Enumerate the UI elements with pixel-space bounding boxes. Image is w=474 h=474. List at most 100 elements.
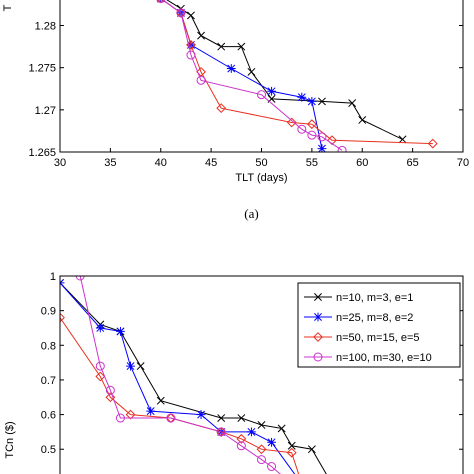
legend-label-s4: n=100, m=30, e=10: [336, 352, 432, 364]
legend-marker-s4: [313, 352, 323, 362]
point-s3-8: [427, 138, 438, 149]
xtick-label-4: 50: [255, 157, 267, 169]
legend-marker-s2: [313, 312, 323, 322]
point-s1-6: [247, 67, 256, 76]
point-s1-10: [307, 445, 316, 454]
ytick-label-4: 0.8: [41, 340, 56, 352]
point-s4-4: [166, 413, 176, 423]
point-s4-0: [75, 276, 85, 281]
point-s4-2: [186, 50, 196, 60]
ytick-label-3: 1.28: [35, 21, 56, 33]
ytick-label-1: 1.27: [35, 105, 56, 117]
point-s3-0: [60, 312, 65, 323]
point-s4-8: [267, 462, 277, 472]
point-s2-5: [196, 410, 206, 419]
xtick-label-2: 40: [155, 157, 167, 169]
legend-label-s1: n=10, m=3, e=1: [336, 292, 413, 304]
point-s3-7: [327, 135, 337, 146]
point-s4-6: [307, 130, 317, 140]
xtick-label-7: 65: [407, 157, 419, 169]
point-s3-4: [216, 103, 227, 114]
point-s4-3: [115, 413, 125, 423]
series-line-s4: [162, 0, 343, 151]
point-s1-5: [217, 414, 226, 423]
point-s4-2: [105, 385, 115, 395]
point-s1-11: [398, 135, 407, 144]
point-s3-1: [95, 371, 106, 382]
series-group: [156, 0, 438, 152]
y-axis-label: TCn ($): [4, 421, 16, 458]
point-s1-9: [348, 99, 357, 108]
point-s1-8: [317, 97, 326, 106]
point-s2-7: [317, 144, 327, 152]
point-s3-8: [286, 447, 297, 458]
point-s4-3: [196, 75, 206, 85]
ytick-label-2: 0.6: [41, 410, 56, 422]
point-s2-7: [247, 427, 256, 437]
point-s4-1: [95, 361, 105, 371]
point-s2-1: [95, 323, 105, 333]
panel-caption: (a): [244, 206, 258, 221]
point-s1-3: [197, 31, 206, 40]
point-s4-0: [156, 0, 166, 4]
legend-marker-s1: [314, 293, 322, 301]
xtick-label-8: 70: [457, 157, 469, 169]
point-s1-10: [358, 116, 367, 124]
point-s2-3: [226, 64, 236, 73]
point-s3-6: [236, 433, 247, 444]
series-line-s4: [79, 276, 281, 474]
y-axis-label: T: [2, 4, 14, 11]
ytick-label-6: 1: [50, 271, 56, 283]
point-s1-4: [217, 42, 226, 51]
point-s2-4: [267, 86, 276, 96]
point-s1-2: [187, 11, 195, 20]
point-s2-4: [146, 406, 156, 416]
xtick-label-1: 35: [104, 157, 116, 169]
legend-marker-s3: [313, 332, 323, 342]
xtick-label-3: 45: [205, 157, 217, 169]
plot-area: [60, 0, 463, 152]
point-s1-4: [156, 396, 165, 405]
point-s3-7: [256, 444, 267, 455]
xtick-label-5: 55: [306, 157, 318, 169]
legend: n=10, m=3, e=1 n=25, m=8, e=2 n=50, m=15, …: [297, 282, 461, 368]
point-s3-5: [286, 117, 297, 128]
ytick-label-3: 0.7: [41, 375, 56, 387]
point-s4-5: [297, 124, 307, 134]
point-s1-3: [136, 362, 145, 371]
panel-a: 1.265 1.27 1.275 1.28 30 35 40 45 50 55 60 65 70 TLT …: [2, 0, 469, 221]
ytick-label-0: 1.265: [28, 147, 56, 159]
point-s4-4: [257, 90, 266, 100]
point-s2-6: [307, 97, 317, 106]
point-s3-2: [105, 392, 116, 403]
point-s3-6: [306, 119, 317, 130]
point-s4-7: [257, 455, 266, 465]
point-s4-7: [317, 132, 327, 142]
point-s2-8: [267, 437, 276, 447]
point-s2-3: [126, 361, 135, 371]
plot-frame: [59, 275, 464, 474]
point-s1-8: [277, 424, 286, 433]
point-s4-6: [236, 441, 246, 451]
point-s4-1: [176, 8, 186, 18]
ytick-label-5: 0.9: [41, 306, 56, 318]
point-s2-2: [116, 327, 125, 336]
point-s4-8: [337, 145, 347, 152]
xtick-label-0: 30: [54, 157, 66, 169]
point-s4-5: [216, 427, 226, 437]
xtick-label-6: 60: [356, 157, 368, 169]
point-s3-3: [125, 409, 136, 420]
point-s1-5: [237, 42, 246, 51]
point-s2-5: [297, 92, 307, 102]
legend-label-s3: n=50, m=15, e=5: [336, 332, 419, 344]
point-s1-6: [237, 414, 246, 423]
point-s1-7: [257, 421, 266, 429]
point-s1-9: [287, 441, 296, 450]
x-axis-label: TLT (days): [235, 172, 287, 184]
series-line-s2: [60, 282, 296, 474]
series-group: [60, 276, 327, 474]
legend-label-s2: n=25, m=8, e=2: [336, 312, 413, 324]
ytick-label-2: 1.275: [28, 63, 56, 75]
